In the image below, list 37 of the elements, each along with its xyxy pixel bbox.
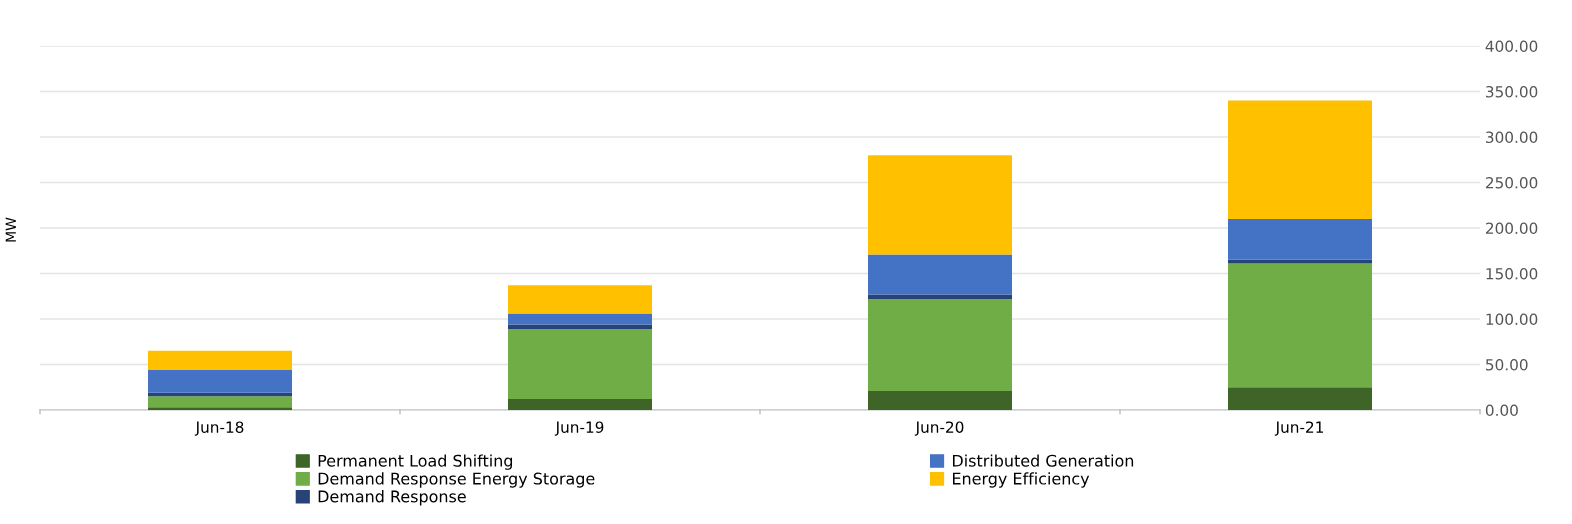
bar xyxy=(508,324,652,330)
legend-label: Distributed Generation xyxy=(952,454,1134,467)
bar xyxy=(868,254,1012,295)
bar xyxy=(148,369,292,393)
bar xyxy=(868,155,1012,255)
legend-label: Permanent Load Shifting xyxy=(318,454,513,470)
y-tick-label: 350.00 xyxy=(1486,85,1538,98)
y-tick-label: 400.00 xyxy=(1485,40,1538,53)
bar xyxy=(1228,218,1372,260)
y-axis-title: MW xyxy=(5,217,16,242)
x-tick-label: Jun-20 xyxy=(914,421,964,436)
bar xyxy=(1228,387,1372,410)
bar xyxy=(868,298,1012,391)
bar xyxy=(868,390,1012,410)
legend-label: Energy Efficiency xyxy=(952,472,1090,488)
bar xyxy=(508,399,652,410)
bar xyxy=(508,329,652,400)
bar xyxy=(148,407,292,410)
y-tick-label: 0.00 xyxy=(1485,404,1518,417)
bar xyxy=(508,313,652,325)
x-tick-label: Jun-19 xyxy=(554,421,604,436)
y-tick-label: 50.00 xyxy=(1486,358,1528,371)
y-tick-label: 300.00 xyxy=(1486,131,1538,144)
y-tick-label: 150.00 xyxy=(1486,267,1538,280)
bar xyxy=(508,285,652,314)
bar xyxy=(868,294,1012,299)
y-tick-label: 200.00 xyxy=(1485,222,1538,235)
x-tick-label: Jun-18 xyxy=(194,421,244,436)
x-tick-label: Jun-21 xyxy=(1274,421,1323,436)
bar xyxy=(1228,100,1372,219)
legend-label: Demand Response Energy Storage xyxy=(318,472,595,488)
y-tick-label: 100.00 xyxy=(1486,313,1538,326)
bar xyxy=(1228,263,1372,388)
bar xyxy=(148,350,292,370)
bar xyxy=(148,396,292,408)
legend-label: Demand Response xyxy=(318,490,466,506)
y-tick-label: 250.00 xyxy=(1485,176,1538,189)
